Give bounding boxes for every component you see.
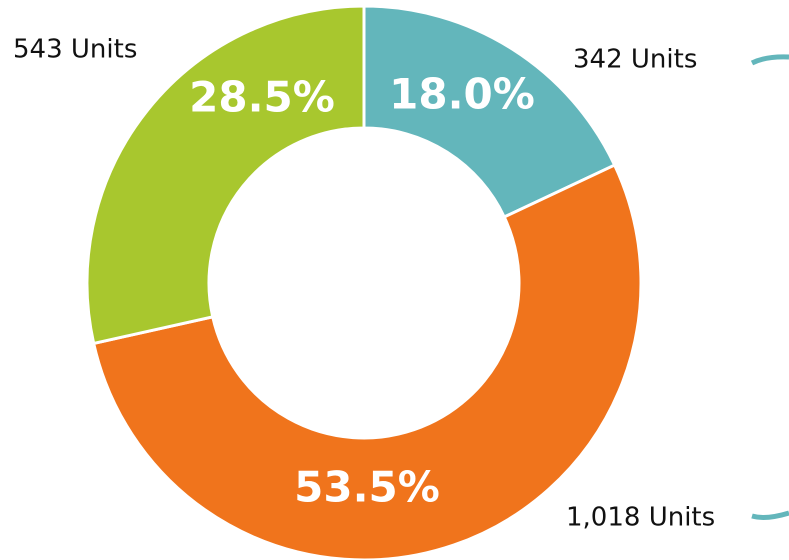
donut-segment bbox=[362, 4, 617, 219]
percent-label: 18.0% bbox=[389, 70, 535, 119]
unit-label: 342 Units bbox=[573, 45, 697, 75]
unit-label: 1,018 Units bbox=[566, 503, 715, 533]
percent-label: 53.5% bbox=[294, 463, 440, 512]
percent-label: 28.5% bbox=[189, 73, 335, 122]
donut-segment bbox=[85, 4, 366, 346]
unit-label: 543 Units bbox=[13, 35, 137, 65]
bracket-top bbox=[750, 54, 789, 66]
bracket-bottom bbox=[751, 510, 789, 520]
donut-segment bbox=[91, 163, 643, 560]
